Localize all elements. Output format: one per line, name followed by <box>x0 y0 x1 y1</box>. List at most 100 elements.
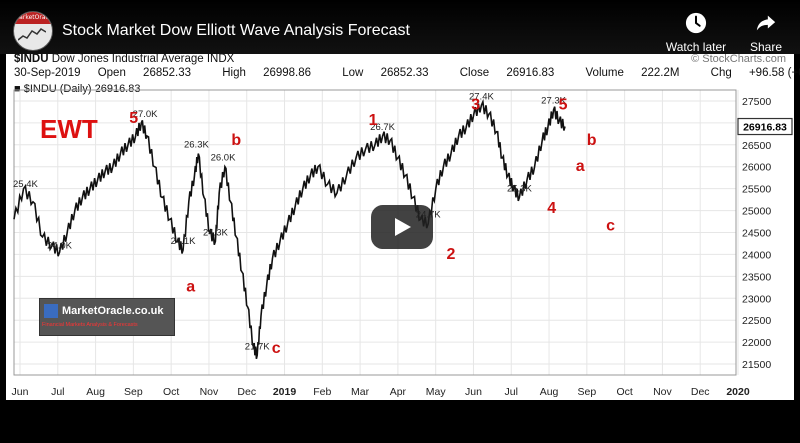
marketoracle-mark-icon <box>44 304 58 318</box>
x-tick-label: Dec <box>237 386 256 398</box>
low-value: 26852.33 <box>380 67 429 79</box>
avatar-chart-icon <box>18 28 46 41</box>
price-point-label: 25.4K <box>13 179 38 190</box>
elliott-wave-label: a <box>576 158 585 175</box>
price-point-label: 27.3K <box>541 96 566 107</box>
marketoracle-logo: MarketOracle.co.uk Financial Markets Ana… <box>39 298 175 336</box>
video-title[interactable]: Stock Market Dow Elliott Wave Analysis F… <box>62 22 410 39</box>
chart-header-row1: $INDU Dow Jones Industrial Average INDX <box>14 53 234 65</box>
x-tick-label: May <box>426 386 447 398</box>
x-tick-label: Aug <box>86 386 105 398</box>
open-value: 26852.33 <box>143 67 192 79</box>
share-button[interactable]: Share <box>731 12 800 54</box>
plot-frame <box>13 89 737 376</box>
chg-label: Chg <box>710 67 732 79</box>
last-price-tag <box>737 117 793 136</box>
elliott-wave-label: 5 <box>129 110 138 127</box>
x-tick-label: 2019 <box>273 386 297 398</box>
close-value: 26916.83 <box>506 67 555 79</box>
y-tick-label: 25000 <box>742 206 771 218</box>
y-tick-label: 26000 <box>742 162 771 174</box>
x-tick-label: Jun <box>12 386 29 398</box>
y-tick-label: 24500 <box>742 228 771 240</box>
price-point-label: 26.0K <box>211 153 236 164</box>
elliott-wave-label: b <box>231 132 241 149</box>
x-tick-label: Sep <box>577 386 596 398</box>
volume-label: Volume <box>585 67 624 79</box>
video-top-bar: MarketOracle Stock Market Dow Elliott Wa… <box>0 0 800 54</box>
share-arrow-icon <box>756 15 776 31</box>
y-tick-label: 23000 <box>742 293 771 305</box>
x-tick-label: Dec <box>691 386 710 398</box>
price-point-label: 21.7K <box>245 341 270 352</box>
elliott-wave-label: 5 <box>559 97 568 114</box>
watch-later-label: Watch later <box>665 40 727 54</box>
high-label: High <box>222 67 246 79</box>
x-tick-label: Apr <box>390 386 407 398</box>
share-label: Share <box>749 40 783 54</box>
elliott-wave-label: c <box>272 340 281 357</box>
stockcharts-brand: © StockCharts.com <box>691 53 786 65</box>
elliott-wave-label: 1 <box>369 112 378 129</box>
chart-header-row2: 30-Sep-2019 Open 26852.33 High 26998.86 … <box>14 67 800 79</box>
clock-icon <box>685 12 707 34</box>
high-value: 26998.86 <box>263 67 312 79</box>
price-point-label: 24.0K <box>47 240 72 251</box>
elliott-wave-label: b <box>587 132 597 149</box>
play-button[interactable] <box>371 205 433 249</box>
x-tick-label: Nov <box>200 386 219 398</box>
x-tick-label: Mar <box>351 386 370 398</box>
price-point-label: 24.1K <box>171 236 196 247</box>
x-tick-label: Feb <box>313 386 331 398</box>
chart-image: $INDU Dow Jones Industrial Average INDX … <box>6 50 800 400</box>
x-tick-label: Oct <box>163 386 179 398</box>
channel-avatar[interactable]: MarketOracle <box>13 11 53 51</box>
watch-later-button[interactable]: Watch later <box>661 12 731 54</box>
marketoracle-logo-tagline: Financial Markets Analysis & Forecasts <box>42 322 138 328</box>
elliott-wave-label: 2 <box>447 246 456 263</box>
marketoracle-logo-name: MarketOracle.co.uk <box>62 305 164 317</box>
y-tick-label: 22500 <box>742 315 771 327</box>
chart-date: 30-Sep-2019 <box>14 67 81 79</box>
elliott-wave-label: 4 <box>547 200 556 217</box>
price-point-label: 27.0K <box>133 109 158 120</box>
y-tick-label: 27500 <box>742 96 771 108</box>
volume-value: 222.2M <box>641 67 680 79</box>
price-point-label: 24.3K <box>203 227 228 238</box>
chart-name: Dow Jones Industrial Average INDX <box>51 53 235 65</box>
price-point-label: 26.3K <box>184 140 209 151</box>
play-icon <box>395 218 411 236</box>
chart-legend: ■ $INDU (Daily) 26916.83 <box>14 83 141 95</box>
y-tick-label: 25500 <box>742 184 771 196</box>
x-tick-label: Aug <box>540 386 559 398</box>
elliott-wave-label: a <box>186 279 195 296</box>
elliott-wave-label: c <box>606 217 615 234</box>
video-bottom-bar <box>0 401 800 443</box>
low-label: Low <box>342 67 364 79</box>
close-label: Close <box>459 67 490 79</box>
x-tick-label: 2020 <box>726 386 750 398</box>
y-tick-label: 23500 <box>742 271 771 283</box>
y-tick-label: 26500 <box>742 140 771 152</box>
price-point-label: 25.3K <box>507 183 532 194</box>
elliott-wave-label: 3 <box>471 97 480 114</box>
y-tick-label: 21500 <box>742 359 771 371</box>
open-label: Open <box>97 67 126 79</box>
chg-value: +96.58 (+0.36%) <box>748 67 800 79</box>
x-tick-label: Jul <box>505 386 518 398</box>
y-tick-label: 22000 <box>742 337 771 349</box>
x-tick-label: Jun <box>465 386 482 398</box>
x-tick-label: Jul <box>51 386 64 398</box>
ewt-label: EWT <box>40 114 98 144</box>
price-point-label: 26.7K <box>370 122 395 133</box>
chart-symbol: $INDU <box>14 53 49 65</box>
last-price-tag-label: 26916.83 <box>743 122 787 134</box>
price-point-label: 27.4K <box>469 91 494 102</box>
x-tick-label: Oct <box>616 386 632 398</box>
price-series-line <box>13 98 566 359</box>
y-tick-label: 24000 <box>742 249 771 261</box>
avatar-label: MarketOracle <box>14 12 52 24</box>
x-tick-label: Nov <box>653 386 672 398</box>
x-tick-label: Sep <box>124 386 143 398</box>
